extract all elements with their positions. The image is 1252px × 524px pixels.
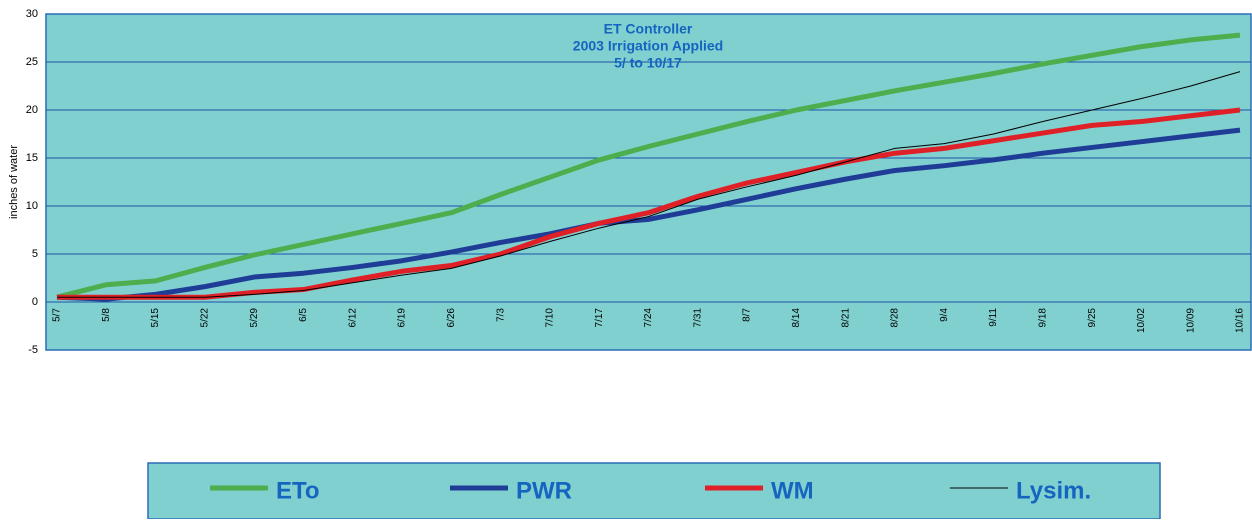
y-tick-label: 30: [26, 8, 38, 20]
x-tick-label: 7/10: [545, 308, 556, 328]
x-tick-label: 9/18: [1037, 308, 1048, 328]
x-tick-label: 6/12: [347, 308, 358, 328]
x-tick-label: 5/29: [249, 308, 260, 328]
x-tick-label: 6/19: [397, 308, 408, 328]
x-tick-label: 10/02: [1136, 308, 1147, 333]
legend-label: WM: [771, 477, 814, 504]
y-tick-label: -5: [28, 344, 38, 356]
legend: [147, 462, 1161, 520]
y-tick-label: 0: [32, 296, 38, 308]
series-line: [57, 71, 1241, 298]
series-line: [56, 127, 1241, 302]
y-tick-label: 15: [26, 152, 38, 164]
y-tick-label: 20: [26, 104, 38, 116]
x-tick-label: 8/21: [840, 308, 851, 328]
x-tick-label: 7/17: [594, 308, 605, 328]
chart-title: 2003 Irrigation Applied: [573, 38, 723, 54]
y-axis-label: inches of water: [8, 145, 20, 219]
x-tick-label: 5/15: [150, 308, 161, 328]
x-tick-label: 9/4: [939, 308, 950, 322]
y-tick-label: 10: [26, 200, 38, 212]
x-tick-label: 6/5: [298, 308, 309, 322]
x-tick-label: 5/7: [52, 308, 63, 322]
legend-label: ETo: [276, 477, 320, 504]
x-tick-label: 6/26: [446, 308, 457, 328]
chart-title: ET Controller: [604, 21, 693, 37]
x-tick-label: 5/22: [200, 308, 211, 328]
x-tick-label: 8/14: [791, 308, 802, 328]
x-tick-label: 10/16: [1235, 308, 1246, 333]
y-tick-label: 25: [26, 56, 38, 68]
x-tick-label: 10/09: [1185, 308, 1196, 333]
x-tick-label: 8/7: [742, 308, 753, 322]
x-tick-label: 8/28: [890, 308, 901, 328]
x-tick-label: 9/11: [988, 308, 999, 327]
y-tick-label: 5: [32, 248, 38, 260]
series-line: [57, 107, 1241, 300]
x-tick-label: 7/3: [495, 308, 506, 322]
legend-label: PWR: [516, 477, 572, 504]
chart-title: 5/ to 10/17: [614, 55, 682, 71]
series-line: [56, 32, 1241, 300]
x-tick-label: 5/8: [101, 308, 112, 322]
legend-label: Lysim.: [1016, 477, 1091, 504]
x-tick-label: 7/31: [692, 308, 703, 328]
x-tick-label: 7/24: [643, 308, 654, 328]
x-tick-label: 9/25: [1087, 308, 1098, 328]
